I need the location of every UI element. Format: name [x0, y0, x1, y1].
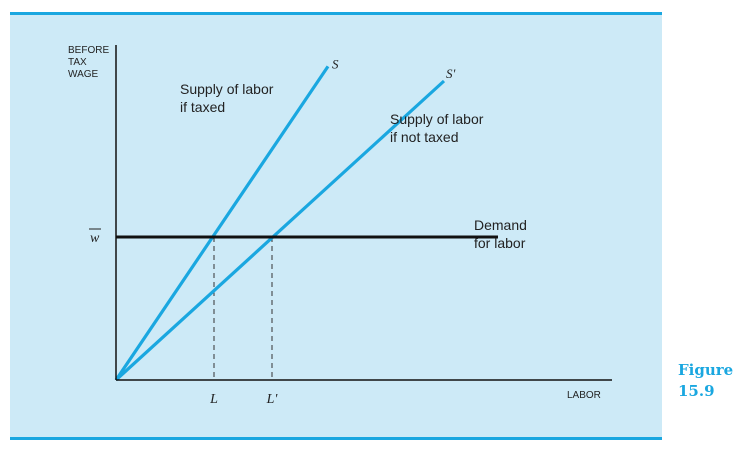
- x-tick-label: L': [266, 392, 279, 407]
- series-line-supply-not-taxed: [114, 79, 446, 382]
- annotation-demand: Demand for labor: [474, 217, 527, 251]
- y-axis-title-line: TAX: [68, 57, 87, 68]
- annotation-supply-not-taxed-line: Supply of labor: [390, 111, 484, 127]
- figure-panel: BEFORE TAX WAGE LABOR w L L' S S' Supply of la…: [10, 12, 662, 440]
- series-end-label-s-prime: S': [446, 66, 456, 81]
- series-line-supply-taxed: [114, 65, 330, 381]
- x-tick-label: L: [209, 392, 218, 407]
- y-axis-title-line: BEFORE: [68, 45, 109, 56]
- x-axis-title: LABOR: [567, 390, 601, 401]
- figure-caption-number: 15.9: [678, 382, 715, 400]
- annotation-supply-taxed-line: Supply of labor: [180, 81, 274, 97]
- y-tick-label: w: [90, 231, 100, 246]
- figure-caption: Figure 15.9: [678, 360, 733, 402]
- y-axis-title-line: WAGE: [68, 69, 99, 80]
- annotation-supply-taxed-line: if taxed: [180, 99, 225, 115]
- annotation-demand-line: for labor: [474, 235, 526, 251]
- annotation-supply-taxed: Supply of labor if taxed: [180, 81, 274, 115]
- figure-caption-word: Figure: [678, 361, 734, 379]
- annotation-demand-line: Demand: [474, 217, 527, 233]
- annotation-supply-not-taxed: Supply of labor if not taxed: [390, 111, 484, 145]
- y-axis-title: BEFORE TAX WAGE: [68, 45, 109, 80]
- labor-supply-chart: BEFORE TAX WAGE LABOR w L L' S S' Supply of la…: [68, 45, 612, 407]
- series-end-label-s: S: [332, 56, 339, 71]
- annotation-supply-not-taxed-line: if not taxed: [390, 129, 459, 145]
